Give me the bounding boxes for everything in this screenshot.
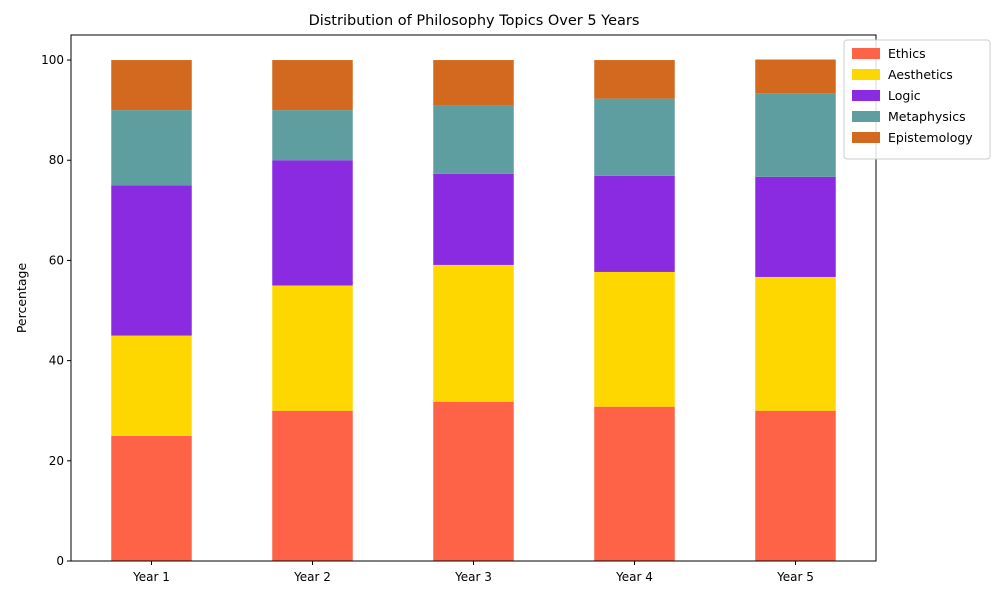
legend-label-aesthetics: Aesthetics: [888, 67, 953, 82]
y-tick-label: 0: [56, 554, 64, 568]
bar-logic-2: [272, 160, 353, 286]
bar-epistemology-3: [433, 60, 514, 106]
chart-title: Distribution of Philosophy Topics Over 5…: [309, 13, 640, 29]
bar-ethics-2: [272, 410, 353, 561]
x-tick-label: Year 2: [293, 570, 331, 584]
bar-logic-4: [594, 175, 675, 272]
y-tick-label: 100: [41, 53, 64, 67]
legend-swatch-logic: [852, 90, 880, 101]
y-tick-label: 40: [49, 354, 64, 368]
bar-epistemology-5: [755, 59, 836, 94]
y-tick-label: 20: [49, 454, 64, 468]
x-tick-label: Year 3: [454, 570, 492, 584]
axes-group: 0 20 40 60 80 100 Year 1 Year 2 Year 3 Year 4 Year…: [41, 34, 877, 584]
legend-label-epistemology: Epistemology: [888, 130, 973, 145]
bar-ethics-4: [594, 406, 675, 561]
bar-logic-5: [755, 176, 836, 277]
bar-aesthetics-2: [272, 285, 353, 411]
bar-metaphysics-4: [594, 98, 675, 176]
legend-swatch-aesthetics: [852, 69, 880, 80]
legend-swatch-metaphysics: [852, 111, 880, 122]
legend-label-logic: Logic: [888, 88, 921, 103]
x-tick-label: Year 4: [615, 570, 653, 584]
bar-logic-1: [111, 185, 192, 336]
legend-label-metaphysics: Metaphysics: [888, 109, 966, 124]
bar-metaphysics-5: [755, 93, 836, 177]
bar-logic-3: [433, 173, 514, 265]
bar-aesthetics-3: [433, 264, 514, 402]
y-axis-label: Percentage: [14, 263, 29, 334]
bar-ethics-5: [755, 410, 836, 561]
legend: Ethics Aesthetics Logic Metaphysics Epistemo…: [843, 39, 991, 160]
y-tick-label: 80: [49, 153, 64, 167]
bar-ethics-3: [433, 401, 514, 561]
bar-metaphysics-2: [272, 110, 353, 161]
x-tick-label: Year 1: [132, 570, 170, 584]
bar-epistemology-2: [272, 60, 353, 111]
x-tick-label: Year 5: [776, 570, 814, 584]
legend-swatch-ethics: [852, 48, 880, 59]
y-tick-label: 60: [49, 253, 64, 267]
bar-epistemology-1: [111, 60, 192, 111]
bar-aesthetics-4: [594, 271, 675, 407]
bar-metaphysics-1: [111, 110, 192, 186]
legend-box: [843, 39, 991, 160]
legend-label-ethics: Ethics: [888, 46, 926, 61]
legend-swatch-epistemology: [852, 132, 880, 143]
bar-epistemology-4: [594, 60, 675, 99]
bar-metaphysics-3: [433, 105, 514, 174]
bars-group: [111, 59, 836, 561]
bar-ethics-1: [111, 435, 192, 561]
bar-aesthetics-1: [111, 335, 192, 436]
bar-aesthetics-5: [755, 276, 836, 411]
